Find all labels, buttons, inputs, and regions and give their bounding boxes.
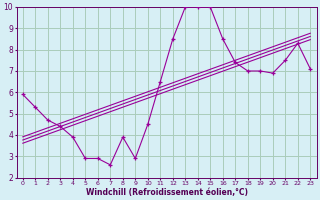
X-axis label: Windchill (Refroidissement éolien,°C): Windchill (Refroidissement éolien,°C) [85,188,248,197]
